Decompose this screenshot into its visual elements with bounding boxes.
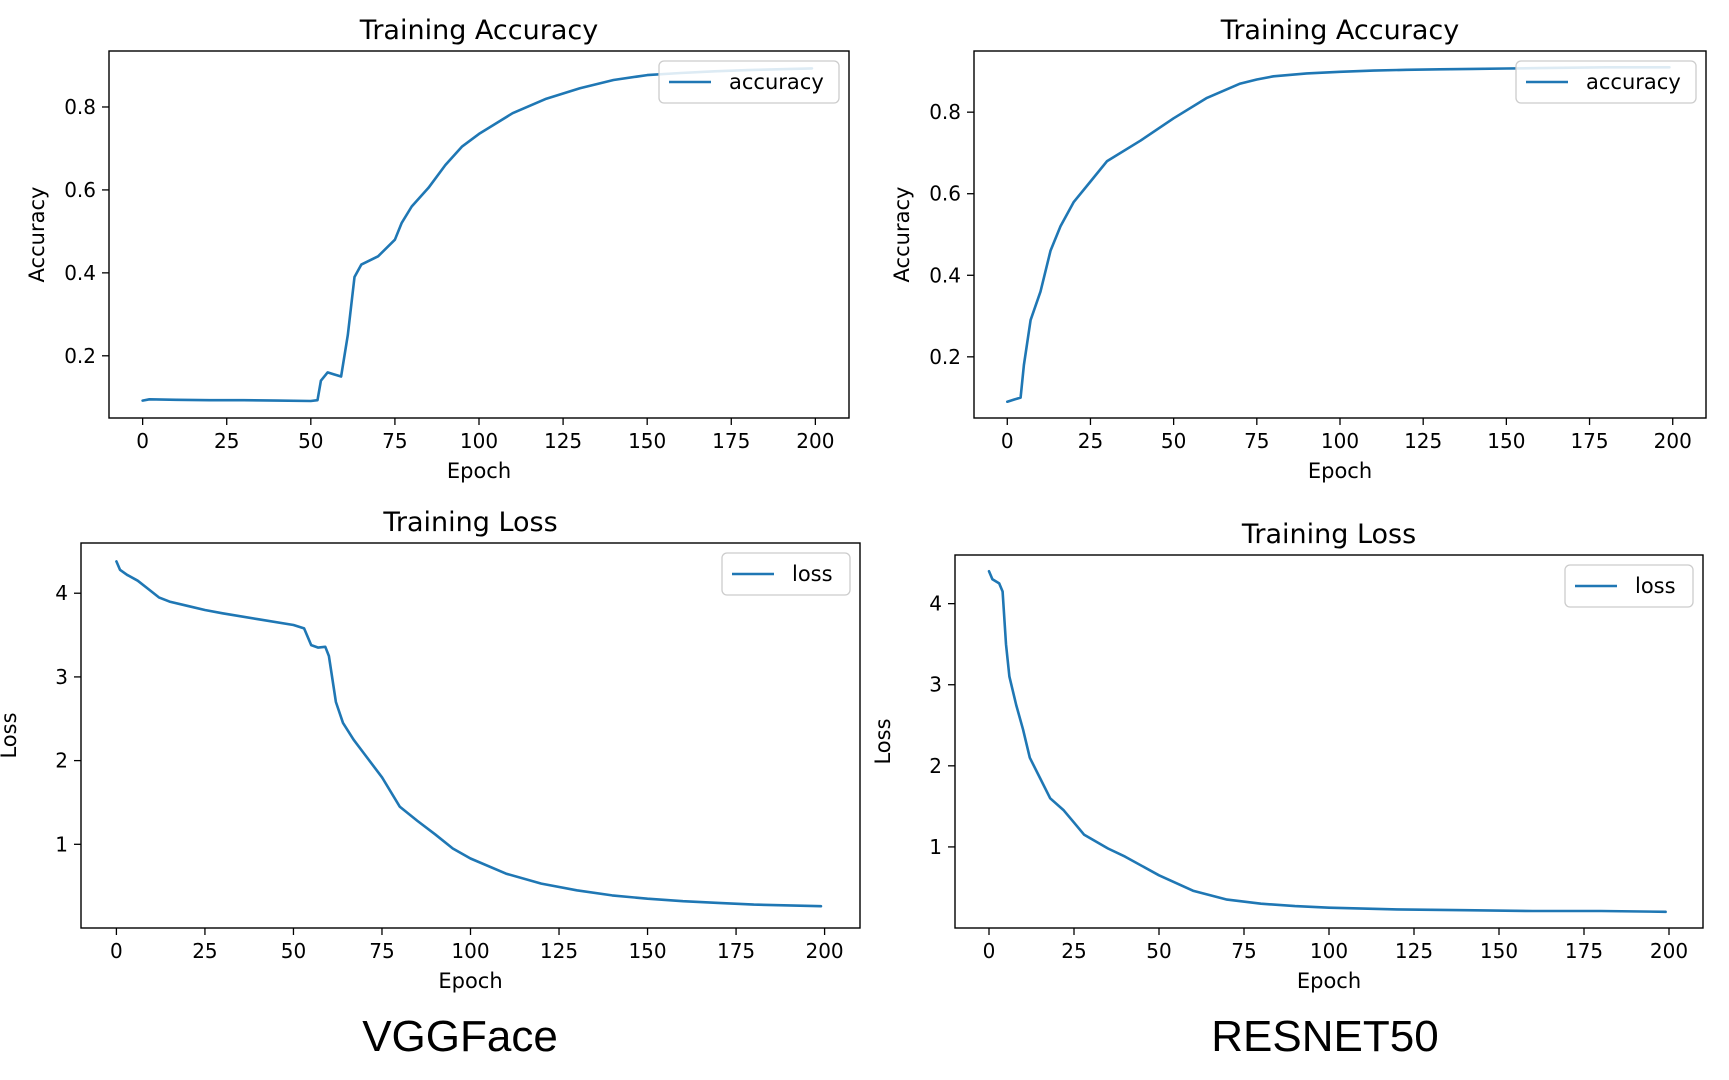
y-tick-label: 0.6: [929, 182, 961, 206]
y-tick-label: 3: [55, 665, 68, 689]
x-tick-label: 150: [1487, 429, 1525, 453]
series-line-accuracy: [141, 67, 814, 403]
x-tick-label: 100: [460, 429, 498, 453]
x-tick-label: 50: [281, 939, 306, 963]
y-tick-label: 0.4: [929, 263, 961, 287]
x-axis-label: Epoch: [447, 459, 511, 483]
chart-title: Training Accuracy: [1220, 15, 1459, 46]
legend-label: loss: [792, 562, 833, 586]
legend-label: accuracy: [729, 70, 824, 94]
legend-label: loss: [1635, 574, 1676, 598]
legend-box: [658, 60, 840, 104]
y-tick-label: 1: [55, 832, 68, 856]
y-tick-label: 0.8: [64, 95, 96, 119]
y-axis-label: Loss: [0, 712, 21, 758]
x-tick-label: 0: [1001, 429, 1014, 453]
chart-title: Training Loss: [1241, 519, 1416, 550]
y-tick-label: 0.6: [64, 178, 96, 202]
x-tick-label: 50: [1161, 429, 1186, 453]
plot-frame: [973, 50, 1707, 419]
y-axis-label: Accuracy: [25, 187, 49, 283]
x-tick-label: 175: [717, 939, 755, 963]
x-axis-label: Epoch: [438, 969, 502, 993]
legend: loss: [721, 552, 851, 596]
x-tick-label: 0: [983, 939, 996, 963]
plot-frame: [80, 542, 861, 929]
legend-label: accuracy: [1586, 70, 1681, 94]
y-tick-label: 1: [929, 835, 942, 859]
y-axis-label: Loss: [871, 718, 895, 764]
y-tick-label: 4: [929, 592, 942, 616]
y-tick-label: 0.2: [929, 345, 961, 369]
y-tick-label: 3: [929, 673, 942, 697]
series-line-accuracy: [1005, 66, 1671, 404]
caption-vggface: VGGFace: [362, 1012, 558, 1061]
x-tick-label: 100: [451, 939, 489, 963]
x-tick-label: 0: [136, 429, 149, 453]
chart-title: Training Loss: [382, 507, 557, 538]
legend: accuracy: [658, 60, 840, 104]
plot-frame: [954, 554, 1704, 929]
x-tick-label: 150: [1480, 939, 1518, 963]
y-tick-label: 2: [55, 749, 68, 773]
x-tick-label: 50: [298, 429, 323, 453]
y-tick-label: 0.8: [929, 100, 961, 124]
legend: accuracy: [1515, 60, 1697, 104]
x-tick-label: 125: [1404, 429, 1442, 453]
x-tick-label: 75: [369, 939, 394, 963]
x-tick-label: 125: [544, 429, 582, 453]
chart-title: Training Accuracy: [359, 15, 598, 46]
x-tick-label: 100: [1310, 939, 1348, 963]
chart-vgg-accuracy: Training Accuracy 0 25 50 75 100 125 150 175 200 0…: [25, 15, 850, 483]
series-line-loss: [115, 560, 823, 908]
x-tick-label: 200: [805, 939, 843, 963]
legend-box: [1515, 60, 1697, 104]
y-tick-label: 2: [929, 754, 942, 778]
plot-frame: [108, 50, 850, 419]
x-tick-label: 25: [1078, 429, 1103, 453]
x-tick-label: 25: [1061, 939, 1086, 963]
y-axis-label: Accuracy: [890, 187, 914, 283]
x-tick-label: 175: [712, 429, 750, 453]
legend: loss: [1564, 564, 1694, 608]
x-tick-label: 25: [192, 939, 217, 963]
x-tick-label: 175: [1570, 429, 1608, 453]
x-axis-label: Epoch: [1297, 969, 1361, 993]
x-tick-label: 100: [1321, 429, 1359, 453]
x-tick-label: 200: [796, 429, 834, 453]
caption-resnet50: RESNET50: [1211, 1012, 1439, 1061]
x-axis-label: Epoch: [1308, 459, 1372, 483]
legend-box: [1564, 564, 1694, 608]
y-tick-label: 0.2: [64, 344, 96, 368]
chart-vgg-loss: Training Loss 0 25 50 75 100 125 150 175 200 1 2 3 4 E…: [0, 507, 861, 993]
x-tick-label: 200: [1654, 429, 1692, 453]
series-line-loss: [987, 569, 1667, 914]
x-tick-label: 0: [110, 939, 123, 963]
chart-resnet-loss: Training Loss 0 25 50 75 100 125 150 175 200 1 2 3 4 E…: [871, 519, 1704, 993]
x-tick-label: 200: [1650, 939, 1688, 963]
x-tick-label: 75: [1244, 429, 1269, 453]
y-tick-label: 0.4: [64, 261, 96, 285]
x-tick-label: 150: [628, 939, 666, 963]
x-tick-label: 175: [1565, 939, 1603, 963]
x-tick-label: 75: [382, 429, 407, 453]
x-tick-label: 150: [628, 429, 666, 453]
x-tick-label: 125: [1395, 939, 1433, 963]
legend-box: [721, 552, 851, 596]
y-tick-label: 4: [55, 581, 68, 605]
chart-resnet-accuracy: Training Accuracy 0 25 50 75 100 125 150 175 200 0…: [890, 15, 1707, 483]
x-tick-label: 75: [1231, 939, 1256, 963]
x-tick-label: 25: [214, 429, 239, 453]
x-tick-label: 125: [540, 939, 578, 963]
x-tick-label: 50: [1146, 939, 1171, 963]
